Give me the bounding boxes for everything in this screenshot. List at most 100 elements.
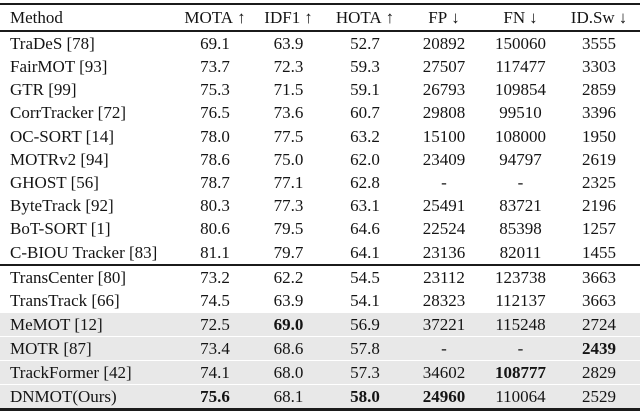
value-cell: 60.7 [350,103,380,123]
table-row: GHOST [56] 78.7 77.1 62.8 - - 2325 [0,171,640,194]
value-cell: 3663 [582,290,616,310]
value-cell: 72.3 [273,57,304,77]
value-cell: 108000 [495,126,546,146]
col-header-label: FP [428,7,448,27]
table-group-2: TransCenter [80] 73.2 62.2 54.5 23112 123738 3… [0,265,640,410]
value-cell: 1257 [582,219,616,239]
method-cell: GTR [99] [10,80,77,100]
value-cell: 23409 [422,149,466,169]
value-cell: 2859 [582,80,616,100]
method-cell: TraDeS [78] [10,34,95,53]
col-header-mota: MOTA ↑ [178,4,252,31]
value-cell: 115248 [483,311,558,337]
method-cell: TrackFormer [42] [0,359,178,385]
header-row: Method MOTA ↑ IDF1 ↑ HOTA ↑ FP ↓ FN ↓ ID.Sw ↓ [0,4,640,31]
value-cell: 3663 [582,267,616,287]
value-cell: 75.0 [273,149,304,169]
value-cell: - [483,335,558,361]
value-cell: 110064 [483,383,558,410]
table-row: C-BIOU Tracker [83] 81.1 79.7 64.1 23136 8201… [0,241,640,265]
col-header-label: IDF1 [264,7,301,27]
table-row: BoT-SORT [1] 80.6 79.5 64.6 22524 85398 1257 [0,217,640,240]
value-cell: 74.1 [178,359,252,385]
value-cell: 20892 [422,34,466,53]
results-table: Method MOTA ↑ IDF1 ↑ HOTA ↑ FP ↓ FN ↓ ID.Sw ↓ … [0,3,640,411]
value-cell: 73.4 [178,335,252,361]
value-cell: 59.3 [350,57,380,77]
value-cell: 54.5 [350,267,380,287]
col-header-label: FN [503,7,526,27]
table-row: CorrTracker [72] 76.5 73.6 60.7 29808 99510 33… [0,101,640,124]
table-row: DNMOT(Ours) 75.6 68.1 58.0 24960 110064 2529 [0,383,640,410]
value-cell: 112137 [495,290,546,310]
value-cell: 22524 [422,219,466,239]
value-cell: 2196 [582,196,616,216]
down-arrow-icon: ↓ [618,7,628,27]
method-cell: GHOST [56] [10,173,99,193]
value-cell: 28323 [422,290,466,310]
method-cell: OC-SORT [14] [10,126,114,146]
table-row: OC-SORT [14] 78.0 77.5 63.2 15100 108000 1950 [0,125,640,148]
value-cell: - [517,173,524,193]
col-header-idsw: ID.Sw ↓ [558,4,640,31]
value-cell: 76.5 [200,103,230,123]
value-cell: 63.9 [273,290,304,310]
up-arrow-icon: ↑ [237,7,246,27]
value-cell: 2439 [558,335,640,361]
method-cell: DNMOT(Ours) [0,383,178,410]
value-cell: 71.5 [273,80,304,100]
up-arrow-icon: ↑ [304,7,313,27]
value-cell: 26793 [422,80,466,100]
value-cell: 2724 [558,311,640,337]
down-arrow-icon: ↓ [529,7,538,27]
value-cell: 68.1 [252,383,325,410]
value-cell: 56.9 [325,311,405,337]
value-cell: 75.6 [178,383,252,410]
value-cell: 109854 [495,80,546,100]
method-cell: FairMOT [93] [10,57,108,77]
value-cell: 78.0 [200,126,230,146]
col-header-fp: FP ↓ [405,4,483,31]
up-arrow-icon: ↑ [385,7,395,27]
value-cell: 80.3 [200,196,230,216]
table-group-1: TraDeS [78] 69.1 63.9 52.7 20892 150060 3555 Fa… [0,31,640,265]
table-header: Method MOTA ↑ IDF1 ↑ HOTA ↑ FP ↓ FN ↓ ID.Sw ↓ [0,4,640,31]
value-cell: 63.2 [350,126,380,146]
table-row: MeMOT [12] 72.5 69.0 56.9 37221 115248 2724 [0,311,640,337]
value-cell: 78.7 [200,173,230,193]
value-cell: 81.1 [200,242,230,262]
value-cell: 3303 [582,57,616,77]
value-cell: 77.3 [273,196,304,216]
value-cell: 2829 [558,359,640,385]
value-cell: 150060 [495,34,546,53]
method-cell: CorrTracker [72] [10,103,126,123]
value-cell: 94797 [499,149,542,169]
col-header-label: ID.Sw [570,7,615,27]
value-cell: 74.5 [200,290,230,310]
value-cell: 29808 [422,103,466,123]
table-row: TransTrack [66] 74.5 63.9 54.1 28323 112137 36… [0,289,640,313]
value-cell: 57.3 [325,359,405,385]
value-cell: 52.7 [350,34,380,53]
value-cell: 23112 [423,267,465,287]
value-cell: 59.1 [350,80,380,100]
value-cell: 2325 [582,173,616,193]
col-header-label: MOTA [184,7,234,27]
value-cell: 69.1 [200,34,230,53]
value-cell: 123738 [495,267,546,287]
value-cell: 73.2 [200,267,230,287]
table-row: MOTRv2 [94] 78.6 75.0 62.0 23409 94797 2619 [0,148,640,171]
method-cell: TransCenter [80] [10,267,126,287]
value-cell: 82011 [499,242,542,262]
col-header-fn: FN ↓ [483,4,558,31]
value-cell: 64.6 [350,219,380,239]
value-cell: 1950 [582,126,616,146]
method-cell: MOTRv2 [94] [10,149,109,169]
table-row: TrackFormer [42] 74.1 68.0 57.3 34602 108777 2… [0,359,640,385]
value-cell: 69.0 [252,311,325,337]
col-header-label: HOTA [335,7,382,27]
col-header-hota: HOTA ↑ [325,4,405,31]
value-cell: 3396 [582,103,616,123]
method-cell: TransTrack [66] [10,290,120,310]
